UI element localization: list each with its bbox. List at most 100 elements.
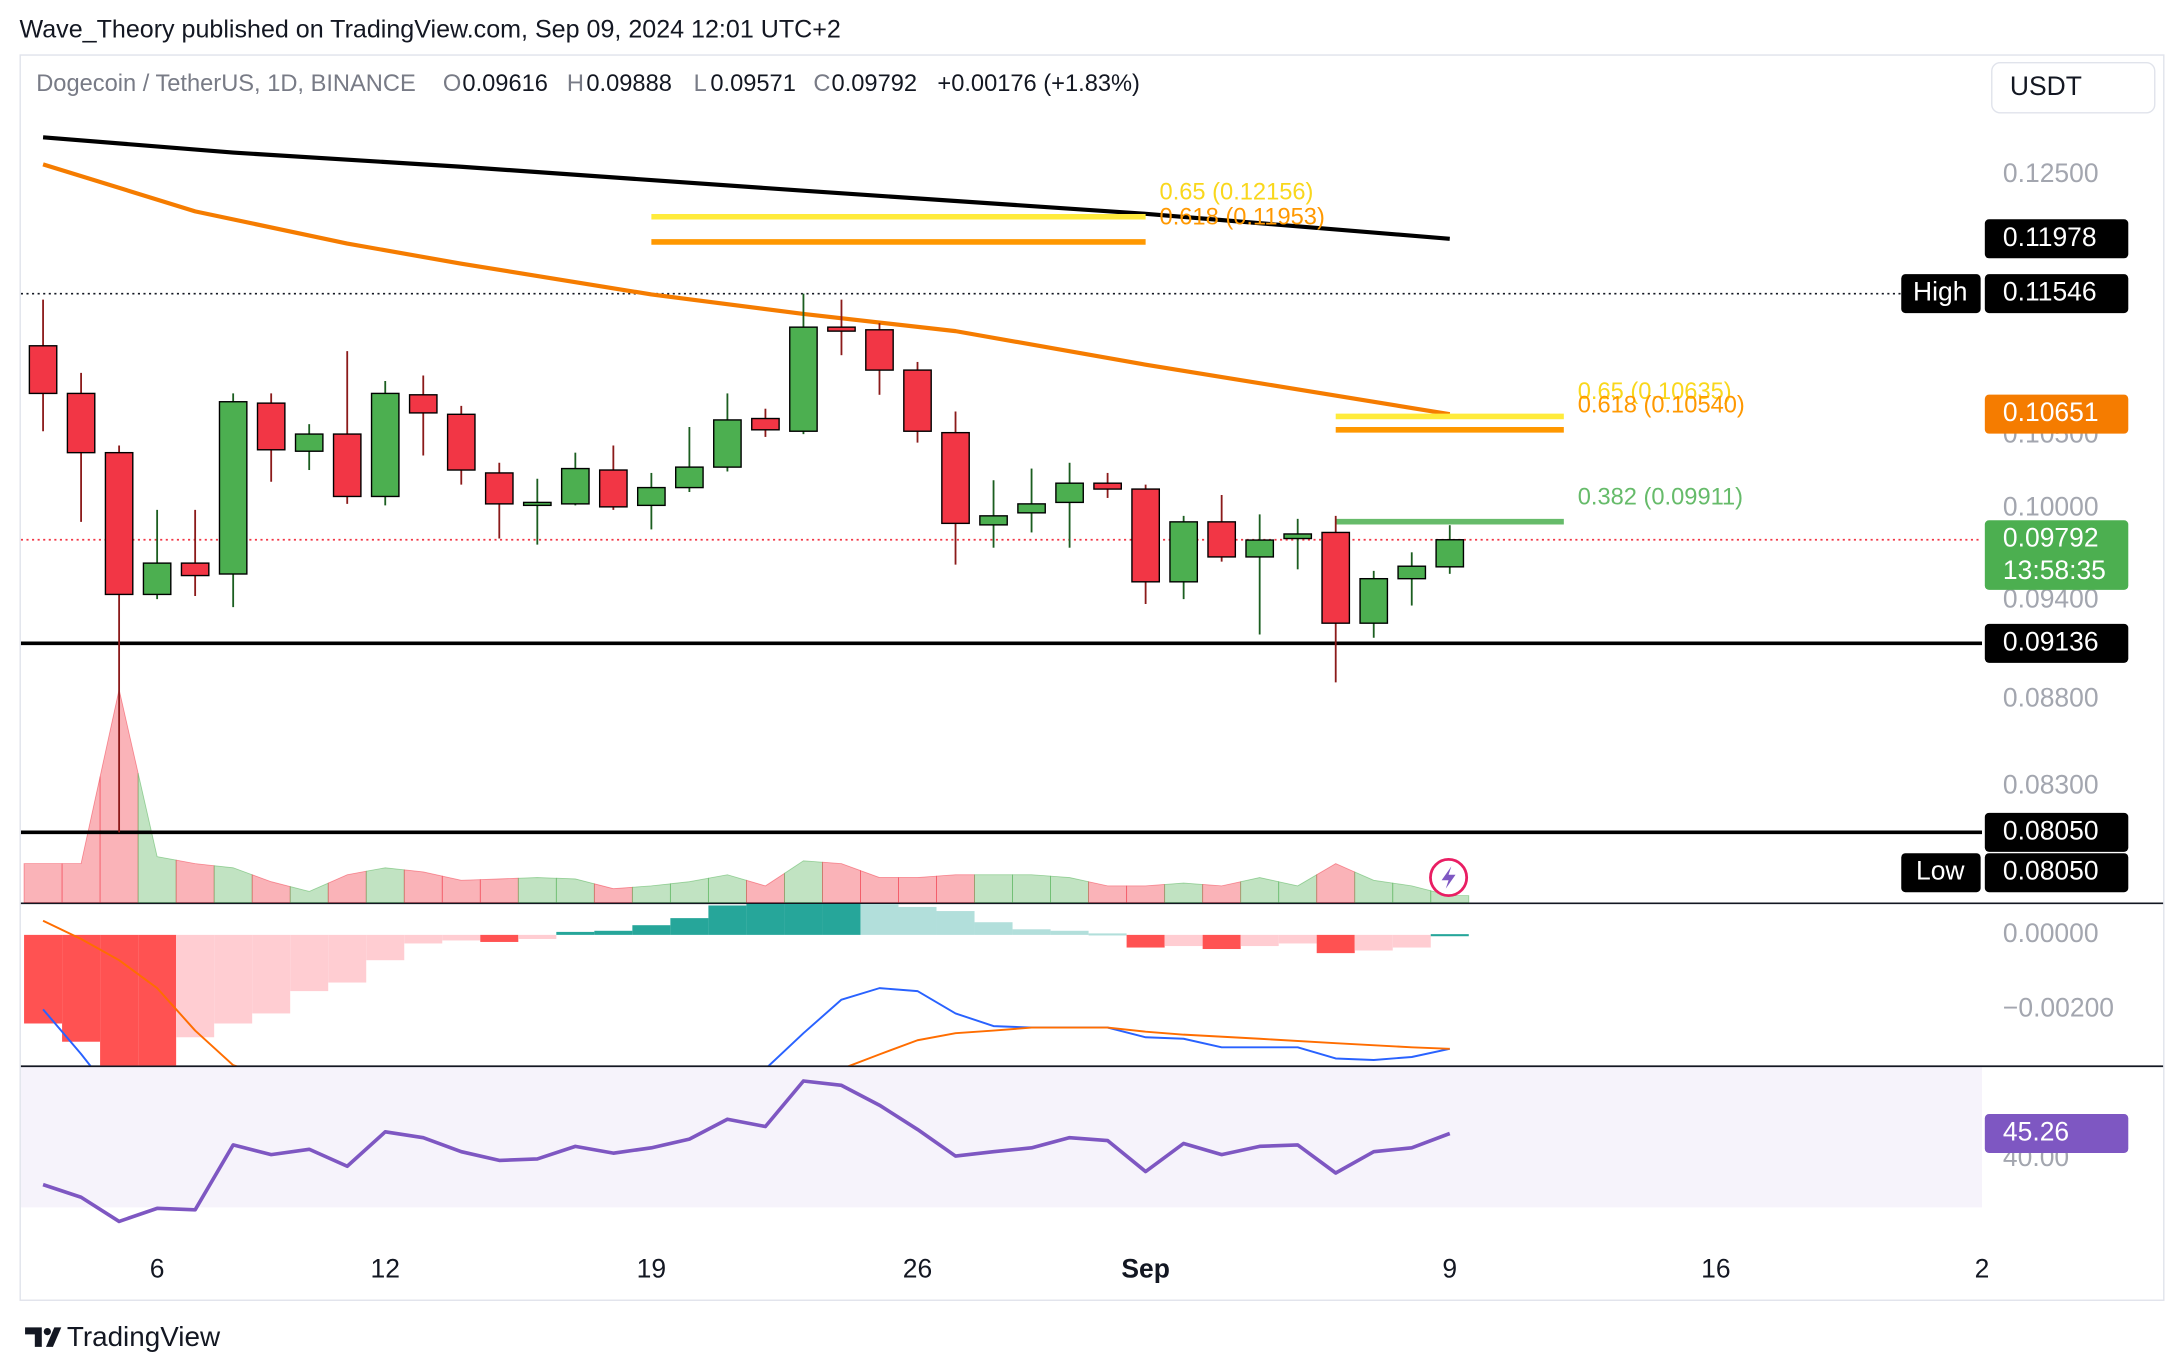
macd-histogram-bar [290, 934, 329, 992]
macd-histogram-bar [1278, 934, 1317, 944]
y-tick-label: −0.00200 [2003, 992, 2114, 1022]
event-icon[interactable] [1429, 858, 1469, 898]
macd-histogram-bar [328, 934, 367, 983]
macd-histogram-bar [594, 930, 633, 935]
candle-body [256, 402, 286, 451]
currency[interactable]: USDT [2010, 71, 2082, 101]
attribution: Wave_Theory published on TradingView.com… [19, 15, 840, 43]
volume-area [175, 859, 215, 903]
x-tick-label: 9 [1442, 1253, 1457, 1283]
volume-area [213, 865, 253, 903]
candle-body [675, 466, 704, 489]
candle-body [218, 401, 248, 575]
volume-area [669, 877, 709, 903]
volume-area [289, 882, 329, 903]
macd-line [42, 919, 1450, 1066]
brand: TradingView [67, 1321, 221, 1352]
macd-histogram-bar [1202, 934, 1241, 950]
currency-button[interactable] [1991, 61, 2156, 114]
volume-area [327, 870, 367, 903]
volume-area [707, 874, 747, 903]
candle-body [1245, 539, 1275, 558]
macd-histogram-bar [860, 903, 899, 935]
macd-line [42, 987, 1450, 1066]
macd-histogram-bar [480, 934, 519, 942]
macd-histogram-bar [214, 934, 253, 1024]
macd-histogram-bar [1164, 934, 1203, 947]
moving-average [42, 135, 1450, 241]
y-tick-label: 0.08800 [2003, 682, 2099, 712]
macd-histogram-bar [1316, 934, 1355, 954]
macd-histogram-bar [556, 931, 595, 935]
macd-histogram-bar [1012, 929, 1051, 935]
volume-area [1392, 882, 1432, 903]
candle-body [446, 413, 476, 471]
price-label-box [1984, 274, 2129, 314]
volume-area [974, 874, 1013, 903]
volume-area [593, 883, 633, 903]
y-tick-label: 0.12500 [2003, 158, 2099, 188]
ohlc-key: L [694, 71, 707, 97]
candle-body [332, 433, 362, 498]
fib-label: 0.382 (0.09911) [1578, 484, 1743, 510]
volume-area [555, 877, 595, 903]
volume-area [441, 875, 481, 903]
macd-histogram-bar [62, 934, 101, 1042]
candle-body [522, 501, 552, 507]
macd-histogram-bar [252, 934, 291, 1014]
volume-area [365, 867, 405, 903]
ohlc-value: 0.09792 [832, 71, 918, 97]
ohlc-key: H [567, 71, 584, 97]
candle-body [1435, 539, 1465, 568]
price-label-box [1984, 853, 2129, 893]
macd-histogram-bar [1430, 934, 1469, 937]
volume-area [1202, 881, 1242, 903]
price-label-box [1984, 219, 2129, 259]
macd-histogram-bar [518, 934, 557, 939]
volume-area [631, 883, 671, 903]
candle-body [1017, 503, 1046, 514]
candle-body [979, 515, 1008, 526]
macd-histogram-bar [898, 906, 937, 935]
candle-body [484, 472, 514, 505]
volume-area [61, 776, 101, 903]
volume-area [251, 874, 291, 903]
volume-area [822, 861, 861, 903]
price-label: 0.11546 [2003, 277, 2097, 307]
candle-body [1131, 488, 1161, 583]
macd-histogram-bar [784, 903, 823, 935]
candle-body [142, 562, 172, 596]
volume-area [1240, 877, 1280, 903]
price-label-tag-box [1901, 274, 1981, 314]
candle-body [636, 486, 666, 507]
candle-body [408, 394, 438, 414]
ohlc-value: 0.09888 [586, 71, 672, 97]
pane: 0.00000 −0.00200 [2003, 918, 2114, 1022]
ohlc-value: 0.09571 [710, 71, 796, 97]
front-layer: 6 12 19 26 Sep 9 16 2 0.11978 0.11546 High 0.10651 0… [150, 219, 2129, 1283]
x-tick-label: 2 [1975, 1253, 1990, 1283]
price-label: 0.11978 [2003, 222, 2097, 252]
price-label-countdown: 13:58:35 [2003, 555, 2106, 585]
macd-histogram-bar [24, 934, 63, 1024]
volume-area [1012, 874, 1051, 903]
macd-histogram-bar [404, 934, 443, 944]
volume-area [517, 877, 557, 903]
change: +0.00176 (+1.83%) [937, 71, 1140, 97]
price-label: 0.08050 [2003, 815, 2099, 845]
ohlc-key: O [443, 71, 461, 97]
chart-frame [19, 54, 2165, 1301]
macd-histogram-bar [632, 925, 671, 935]
candle-body [1093, 482, 1122, 490]
brand-logo [25, 1327, 62, 1347]
candle-body [180, 562, 210, 577]
x-tick-label: 26 [903, 1253, 932, 1283]
ohlc-key: C [813, 71, 830, 97]
macd-histogram-bar [1126, 934, 1165, 948]
symbol: Dogecoin / TetherUS, 1D, BINANCE [36, 71, 416, 97]
price-label-tag-box [1901, 853, 1981, 893]
macd-histogram-bar [1392, 934, 1431, 948]
